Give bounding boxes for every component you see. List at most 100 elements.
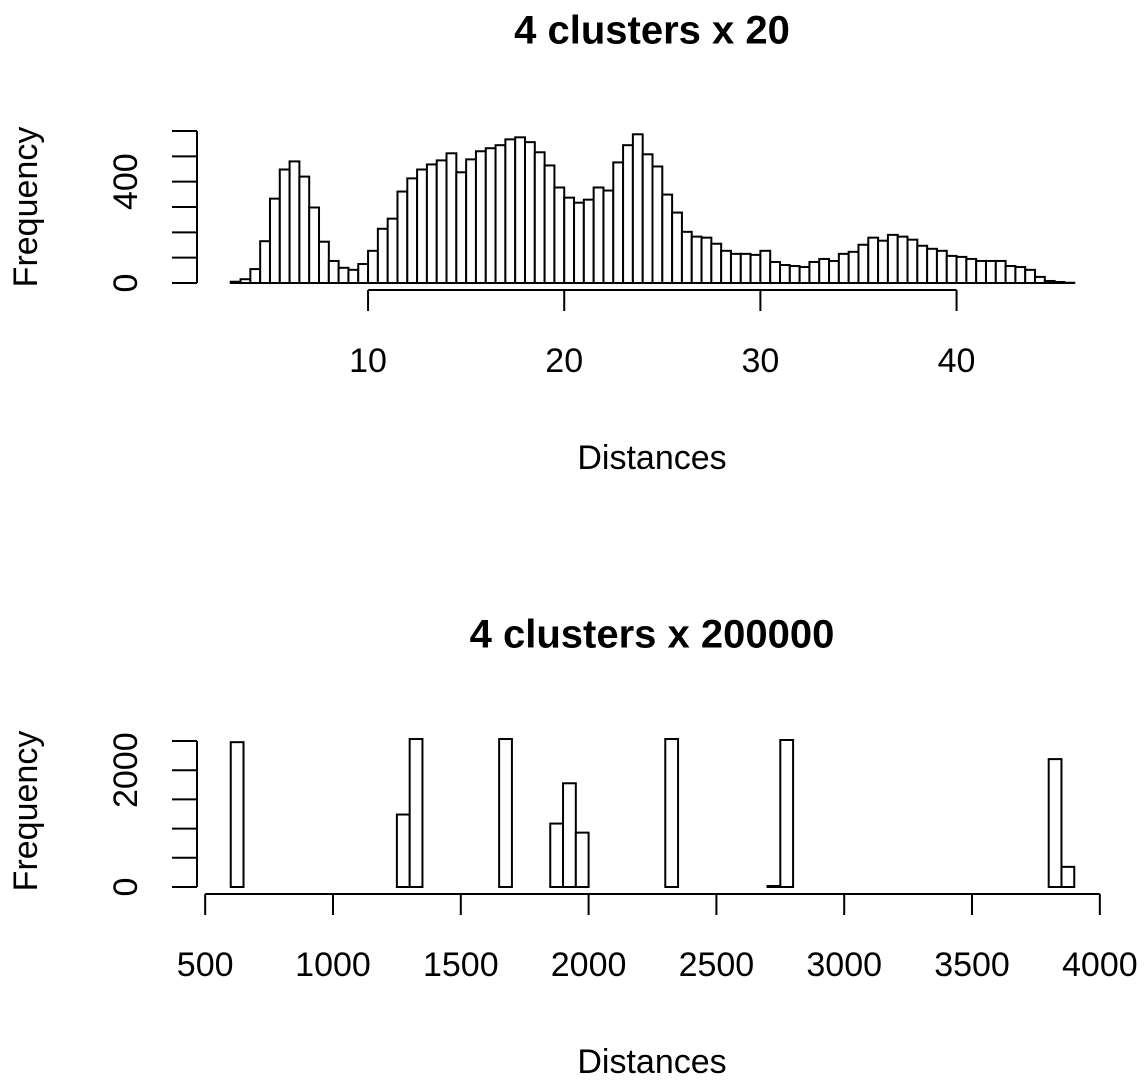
bar: [847, 250, 860, 284]
bar: [631, 133, 644, 284]
x-axis-title: Distances: [577, 1043, 726, 1081]
bar: [337, 266, 350, 284]
bar: [553, 186, 566, 284]
x-tick-label: 4000: [1062, 946, 1138, 984]
bar: [259, 240, 271, 284]
bar: [357, 263, 370, 284]
bar: [396, 190, 409, 284]
bar: [514, 136, 526, 284]
chart-title: 4 clusters x 200000: [470, 613, 835, 657]
bar: [769, 260, 782, 284]
x-tick-label: 3000: [806, 946, 882, 984]
bar: [837, 252, 850, 285]
bar: [808, 260, 821, 284]
bar: [906, 238, 919, 284]
bar: [574, 831, 590, 888]
bar: [1047, 758, 1063, 888]
bar: [318, 240, 330, 284]
bar: [641, 153, 654, 284]
bar: [671, 211, 683, 284]
bar: [955, 255, 968, 285]
bar: [1004, 265, 1017, 285]
bar: [651, 165, 664, 284]
chart-title: 4 clusters x 20: [514, 9, 790, 53]
bar: [484, 147, 497, 284]
bar: [504, 138, 517, 284]
bar: [994, 259, 1007, 284]
bar: [298, 175, 311, 285]
bar: [926, 247, 938, 285]
x-tick-label: 1000: [295, 946, 371, 984]
bar: [828, 259, 840, 284]
bar: [877, 239, 889, 284]
x-tick-label: 2500: [679, 946, 755, 984]
x-tick-label: 10: [349, 342, 387, 380]
y-tick-label: 2000: [107, 732, 145, 808]
bar: [867, 236, 880, 285]
bar: [1034, 275, 1046, 285]
bar: [474, 150, 487, 284]
bar: [533, 151, 546, 284]
bar: [729, 252, 742, 285]
y-tick-label: 0: [107, 274, 145, 293]
bar: [945, 254, 958, 284]
bar: [376, 227, 389, 284]
bar: [562, 782, 577, 889]
bar: [347, 268, 360, 284]
x-axis-title: Distances: [577, 439, 726, 477]
y-tick-label: 0: [107, 878, 145, 897]
bar: [406, 177, 419, 284]
x-tick-label: 30: [741, 342, 779, 380]
bar: [1024, 268, 1037, 284]
bar: [592, 186, 605, 284]
bar: [965, 257, 978, 284]
bar: [229, 741, 245, 889]
bar: [710, 242, 723, 285]
bar: [416, 168, 428, 284]
bar: [749, 253, 762, 285]
bar: [1014, 266, 1027, 285]
bar: [916, 244, 929, 284]
bar: [268, 197, 281, 284]
x-tick-label: 500: [177, 946, 234, 984]
bar: [1043, 279, 1056, 284]
bar: [680, 230, 693, 284]
bar: [857, 243, 870, 285]
bar: [622, 144, 634, 284]
bar: [582, 198, 595, 284]
bar: [798, 266, 811, 285]
y-tick-label: 400: [107, 153, 145, 210]
bar: [367, 249, 379, 284]
x-tick-label: 20: [545, 342, 583, 380]
bar: [935, 249, 948, 284]
bar: [1060, 865, 1076, 888]
bar: [288, 160, 301, 284]
bar: [435, 159, 448, 285]
bar: [896, 235, 909, 284]
x-tick-label: 2000: [551, 946, 627, 984]
bar: [573, 201, 585, 284]
bar: [602, 189, 615, 285]
bar: [239, 278, 252, 285]
bar: [720, 249, 732, 284]
bar: [766, 885, 782, 889]
bar: [779, 739, 795, 888]
bar: [327, 259, 340, 284]
bar: [229, 280, 242, 285]
bar: [425, 163, 438, 284]
bar: [445, 152, 458, 284]
bar: [465, 158, 477, 284]
bar: [690, 235, 703, 284]
x-tick-label: 1500: [423, 946, 499, 984]
bar: [700, 236, 713, 285]
bar: [563, 196, 576, 284]
x-tick-label: 40: [938, 342, 976, 380]
bar: [395, 813, 411, 888]
bar: [523, 141, 536, 284]
bar: [455, 171, 468, 284]
bar: [788, 265, 801, 285]
bar: [739, 252, 752, 285]
bar: [818, 257, 831, 284]
x-tick-label: 3500: [934, 946, 1010, 984]
